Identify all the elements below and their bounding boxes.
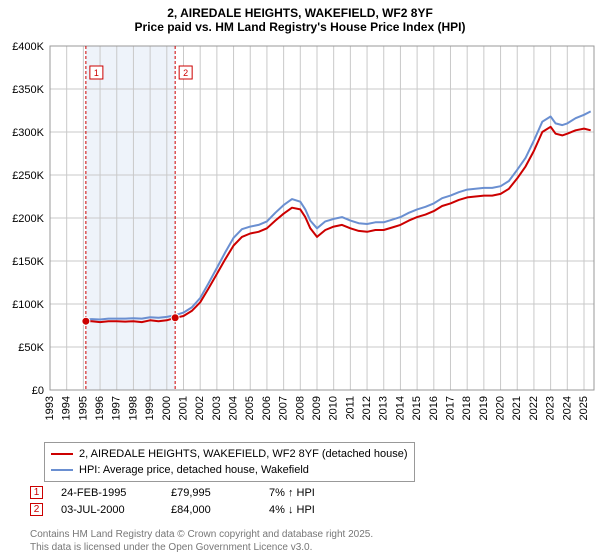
footnote: Contains HM Land Registry data © Crown c…: [30, 529, 373, 554]
svg-text:£400K: £400K: [12, 41, 44, 53]
table-row: 1 24-FEB-1995 £79,995 7% ↑ HPI: [30, 484, 349, 501]
svg-text:2003: 2003: [211, 396, 223, 420]
footnote-line: Contains HM Land Registry data © Crown c…: [30, 529, 373, 542]
svg-text:2019: 2019: [478, 396, 490, 420]
svg-text:1993: 1993: [44, 396, 56, 420]
svg-text:£250K: £250K: [12, 170, 44, 182]
chart-area: £0 £50K £100K £150K £200K £250K £300K £350K £400…: [0, 40, 600, 440]
svg-text:2020: 2020: [495, 396, 507, 420]
svg-text:2001: 2001: [177, 396, 189, 420]
svg-text:1: 1: [94, 68, 99, 78]
legend: 2, AIREDALE HEIGHTS, WAKEFIELD, WF2 8YF …: [44, 442, 415, 482]
svg-text:2022: 2022: [528, 396, 540, 420]
sale-delta: 4% ↓ HPI: [269, 504, 349, 516]
sales-table: 1 24-FEB-1995 £79,995 7% ↑ HPI 2 03-JUL-…: [30, 484, 349, 518]
sale-marker-icon: 1: [30, 486, 43, 499]
svg-text:2002: 2002: [194, 396, 206, 420]
svg-text:£100K: £100K: [12, 299, 44, 311]
footnote-line: This data is licensed under the Open Gov…: [30, 542, 373, 555]
svg-text:2000: 2000: [161, 396, 173, 420]
legend-swatch: [51, 453, 73, 455]
svg-text:2004: 2004: [228, 396, 240, 420]
legend-label: HPI: Average price, detached house, Wake…: [79, 464, 309, 476]
svg-text:2008: 2008: [294, 396, 306, 420]
svg-text:1998: 1998: [127, 396, 139, 420]
sale-marker-icon: 2: [30, 503, 43, 516]
svg-text:2015: 2015: [411, 396, 423, 420]
svg-text:2023: 2023: [545, 396, 557, 420]
svg-text:1997: 1997: [111, 396, 123, 420]
svg-text:2: 2: [183, 68, 188, 78]
svg-text:2011: 2011: [344, 396, 356, 420]
svg-text:2016: 2016: [428, 396, 440, 420]
svg-text:2007: 2007: [278, 396, 290, 420]
table-row: 2 03-JUL-2000 £84,000 4% ↓ HPI: [30, 501, 349, 518]
legend-swatch: [51, 469, 73, 471]
svg-text:1994: 1994: [61, 396, 73, 420]
svg-text:2010: 2010: [328, 396, 340, 420]
svg-text:2006: 2006: [261, 396, 273, 420]
legend-item: HPI: Average price, detached house, Wake…: [51, 462, 408, 478]
svg-text:2012: 2012: [361, 396, 373, 420]
sale-price: £79,995: [171, 487, 269, 499]
svg-text:£150K: £150K: [12, 256, 44, 268]
svg-text:£350K: £350K: [12, 84, 44, 96]
legend-label: 2, AIREDALE HEIGHTS, WAKEFIELD, WF2 8YF …: [79, 448, 408, 460]
legend-item: 2, AIREDALE HEIGHTS, WAKEFIELD, WF2 8YF …: [51, 446, 408, 462]
svg-text:2005: 2005: [244, 396, 256, 420]
line-chart-svg: £0 £50K £100K £150K £200K £250K £300K £350K £400…: [0, 40, 600, 440]
svg-text:1996: 1996: [94, 396, 106, 420]
svg-text:2009: 2009: [311, 396, 323, 420]
svg-text:2014: 2014: [394, 396, 406, 420]
svg-text:2025: 2025: [578, 396, 590, 420]
chart-title-line1: 2, AIREDALE HEIGHTS, WAKEFIELD, WF2 8YF: [0, 0, 600, 20]
chart-title-line2: Price paid vs. HM Land Registry's House …: [0, 20, 600, 38]
svg-text:£300K: £300K: [12, 127, 44, 139]
sale-delta: 7% ↑ HPI: [269, 487, 349, 499]
svg-text:2017: 2017: [444, 396, 456, 420]
svg-text:2013: 2013: [378, 396, 390, 420]
svg-text:2021: 2021: [511, 396, 523, 420]
sale-date: 03-JUL-2000: [61, 504, 171, 516]
svg-text:1999: 1999: [144, 396, 156, 420]
svg-text:£0: £0: [32, 385, 44, 397]
svg-text:2018: 2018: [461, 396, 473, 420]
svg-text:£200K: £200K: [12, 213, 44, 225]
sale-date: 24-FEB-1995: [61, 487, 171, 499]
svg-text:1995: 1995: [77, 396, 89, 420]
svg-text:2024: 2024: [561, 396, 573, 420]
svg-text:£50K: £50K: [18, 342, 44, 354]
sale-price: £84,000: [171, 504, 269, 516]
